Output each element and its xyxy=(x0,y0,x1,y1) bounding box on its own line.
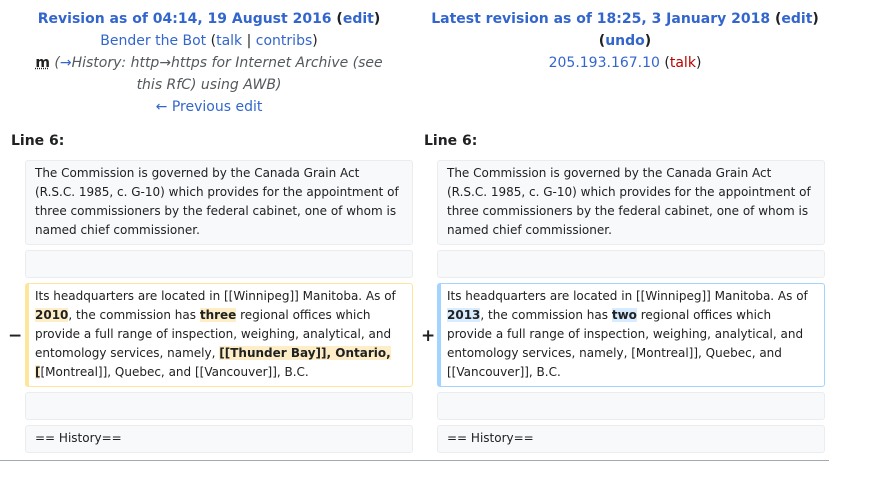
new-revision-link[interactable]: Latest revision as of 18:25, 3 January 2… xyxy=(431,11,771,27)
new-context-line: == History== xyxy=(437,425,825,453)
old-context-line: The Commission is governed by the Canada… xyxy=(25,160,413,245)
old-edit-link[interactable]: edit xyxy=(342,11,374,27)
old-revision-title: Revision as of 04:14, 19 August 2016 (ed… xyxy=(37,11,381,27)
undo-link[interactable]: undo xyxy=(605,33,645,49)
deleted-word: 2010 xyxy=(35,308,69,322)
ip-user-link[interactable]: 205.193.167.10 xyxy=(548,55,660,71)
old-context-line: == History== xyxy=(25,425,413,453)
previous-edit-link[interactable]: ← Previous edit xyxy=(155,99,263,115)
new-empty-line xyxy=(437,250,825,278)
old-user-contribs-link[interactable]: contribs xyxy=(255,33,313,49)
ip-talk-link[interactable]: talk xyxy=(669,55,696,71)
new-edit-link[interactable]: edit xyxy=(781,11,813,27)
old-empty-line xyxy=(25,250,413,278)
added-word: two xyxy=(611,308,637,322)
old-revision-link[interactable]: Revision as of 04:14, 19 August 2016 xyxy=(37,11,332,27)
rfc-link[interactable]: this RfC xyxy=(136,77,191,93)
old-user-talk-link[interactable]: talk xyxy=(216,33,243,49)
divider xyxy=(0,460,829,461)
added-line-marker: + xyxy=(421,326,436,346)
deleted-line: Its headquarters are located in [[Winnip… xyxy=(25,283,413,387)
edit-summary: m (→History: http→https for Internet Arc… xyxy=(35,55,383,93)
old-user-link[interactable]: Bender the Bot xyxy=(100,33,207,49)
new-revision-header: Latest revision as of 18:25, 3 January 2… xyxy=(420,8,830,74)
new-context-line: The Commission is governed by the Canada… xyxy=(437,160,825,245)
new-revision-title: Latest revision as of 18:25, 3 January 2… xyxy=(431,11,819,27)
added-line: Its headquarters are located in [[Winnip… xyxy=(437,283,825,387)
old-empty-line xyxy=(25,392,413,420)
added-word: 2013 xyxy=(447,308,481,322)
internet-archive-link[interactable]: Internet Archive xyxy=(235,55,349,71)
minor-edit-flag: m xyxy=(35,55,50,71)
awb-link[interactable]: AWB xyxy=(243,77,276,93)
new-revision-user: 205.193.167.10 (talk) xyxy=(548,55,702,71)
section-arrow-link[interactable]: → xyxy=(59,55,72,71)
new-line-number: Line 6: xyxy=(424,133,478,149)
old-line-number: Line 6: xyxy=(11,133,65,149)
section-name: History: xyxy=(71,55,127,71)
new-empty-line xyxy=(437,392,825,420)
deleted-word: three xyxy=(199,308,237,322)
old-revision-header: Revision as of 04:14, 19 August 2016 (ed… xyxy=(8,8,410,118)
deleted-line-marker: − xyxy=(8,326,23,346)
old-revision-user: Bender the Bot (talk | contribs) xyxy=(100,33,318,49)
